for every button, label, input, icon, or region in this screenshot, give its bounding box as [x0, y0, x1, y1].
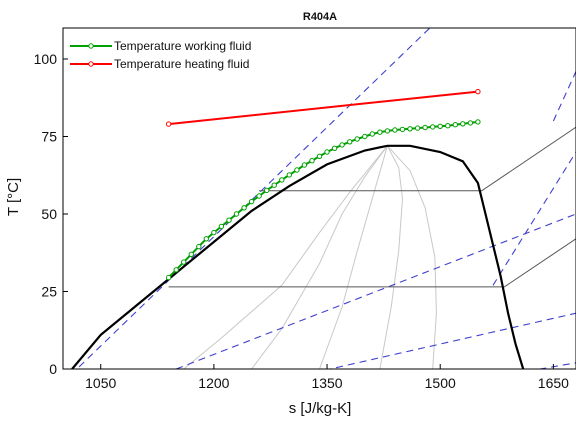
- chart-title: R404A: [303, 11, 337, 23]
- data-point: [438, 124, 442, 128]
- data-point: [310, 159, 314, 163]
- data-point: [325, 150, 329, 154]
- data-point: [295, 168, 299, 172]
- legend-entry: Temperature working fluid: [70, 39, 251, 53]
- x-axis-label: s [J/kg-K]: [289, 400, 352, 417]
- data-point: [280, 178, 284, 182]
- series-line: [169, 92, 478, 125]
- y-tick-label: 50: [41, 206, 57, 222]
- data-point: [476, 89, 480, 93]
- data-point: [370, 132, 374, 136]
- data-point: [415, 126, 419, 130]
- data-point: [212, 230, 216, 234]
- x-axis-ticks: 1050 1200 1350 1500 1650: [85, 364, 569, 391]
- x-tick-label: 1050: [85, 375, 116, 391]
- data-point: [174, 268, 178, 272]
- y-tick-label: 100: [34, 51, 58, 67]
- legend-entry: Temperature heating fluid: [70, 57, 249, 71]
- data-point: [423, 125, 427, 129]
- isobar-line: [169, 239, 576, 287]
- isochor-line: [493, 152, 576, 285]
- legend-marker: [89, 44, 93, 48]
- data-point: [272, 183, 276, 187]
- data-point: [363, 134, 367, 138]
- x-tick-label: 1500: [425, 375, 456, 391]
- data-point: [400, 127, 404, 131]
- quality-line: [252, 146, 388, 369]
- data-point: [408, 127, 412, 131]
- data-point: [461, 122, 465, 126]
- data-point: [227, 218, 231, 222]
- isobar-line: [259, 127, 576, 191]
- data-point: [348, 140, 352, 144]
- y-tick-label: 75: [41, 129, 57, 145]
- data-point: [219, 224, 223, 228]
- data-point: [166, 122, 170, 126]
- data-point: [287, 173, 291, 177]
- data-point: [257, 194, 261, 198]
- data-point: [431, 125, 435, 129]
- data-point: [249, 199, 253, 203]
- quality-line: [380, 146, 403, 369]
- legend-label: Temperature working fluid: [114, 39, 251, 53]
- data-point: [468, 121, 472, 125]
- data-point: [265, 188, 269, 192]
- y-axis-label: T [°C]: [5, 178, 22, 216]
- y-tick-label: 25: [41, 284, 57, 300]
- data-point: [197, 244, 201, 248]
- quality-line: [387, 146, 436, 369]
- data-point: [204, 237, 208, 241]
- legend-marker: [89, 62, 93, 66]
- isochor-line: [553, 71, 576, 121]
- plot-frame: [63, 28, 576, 369]
- x-tick-label: 1650: [538, 375, 569, 391]
- data-point: [385, 129, 389, 133]
- data-point: [340, 143, 344, 147]
- data-point: [182, 260, 186, 264]
- quality-line: [184, 146, 388, 369]
- data-point: [355, 137, 359, 141]
- series-2: [166, 89, 480, 126]
- x-tick-label: 1350: [311, 375, 342, 391]
- data-point: [189, 252, 193, 256]
- data-point: [302, 163, 306, 167]
- data-point: [453, 123, 457, 127]
- y-tick-label: 0: [49, 361, 57, 377]
- data-point: [166, 275, 170, 279]
- data-point: [317, 154, 321, 158]
- x-tick-label: 1200: [198, 375, 229, 391]
- data-point: [476, 120, 480, 124]
- data-point: [242, 206, 246, 210]
- data-point: [446, 124, 450, 128]
- legend: Temperature working fluid Temperature hea…: [70, 39, 251, 71]
- saturation-dome: [72, 146, 523, 369]
- legend-label: Temperature heating fluid: [114, 57, 249, 71]
- data-series: [166, 89, 480, 279]
- data-point: [234, 212, 238, 216]
- data-point: [332, 146, 336, 150]
- data-point: [378, 130, 382, 134]
- quality-line: [320, 146, 388, 369]
- data-point: [393, 128, 397, 132]
